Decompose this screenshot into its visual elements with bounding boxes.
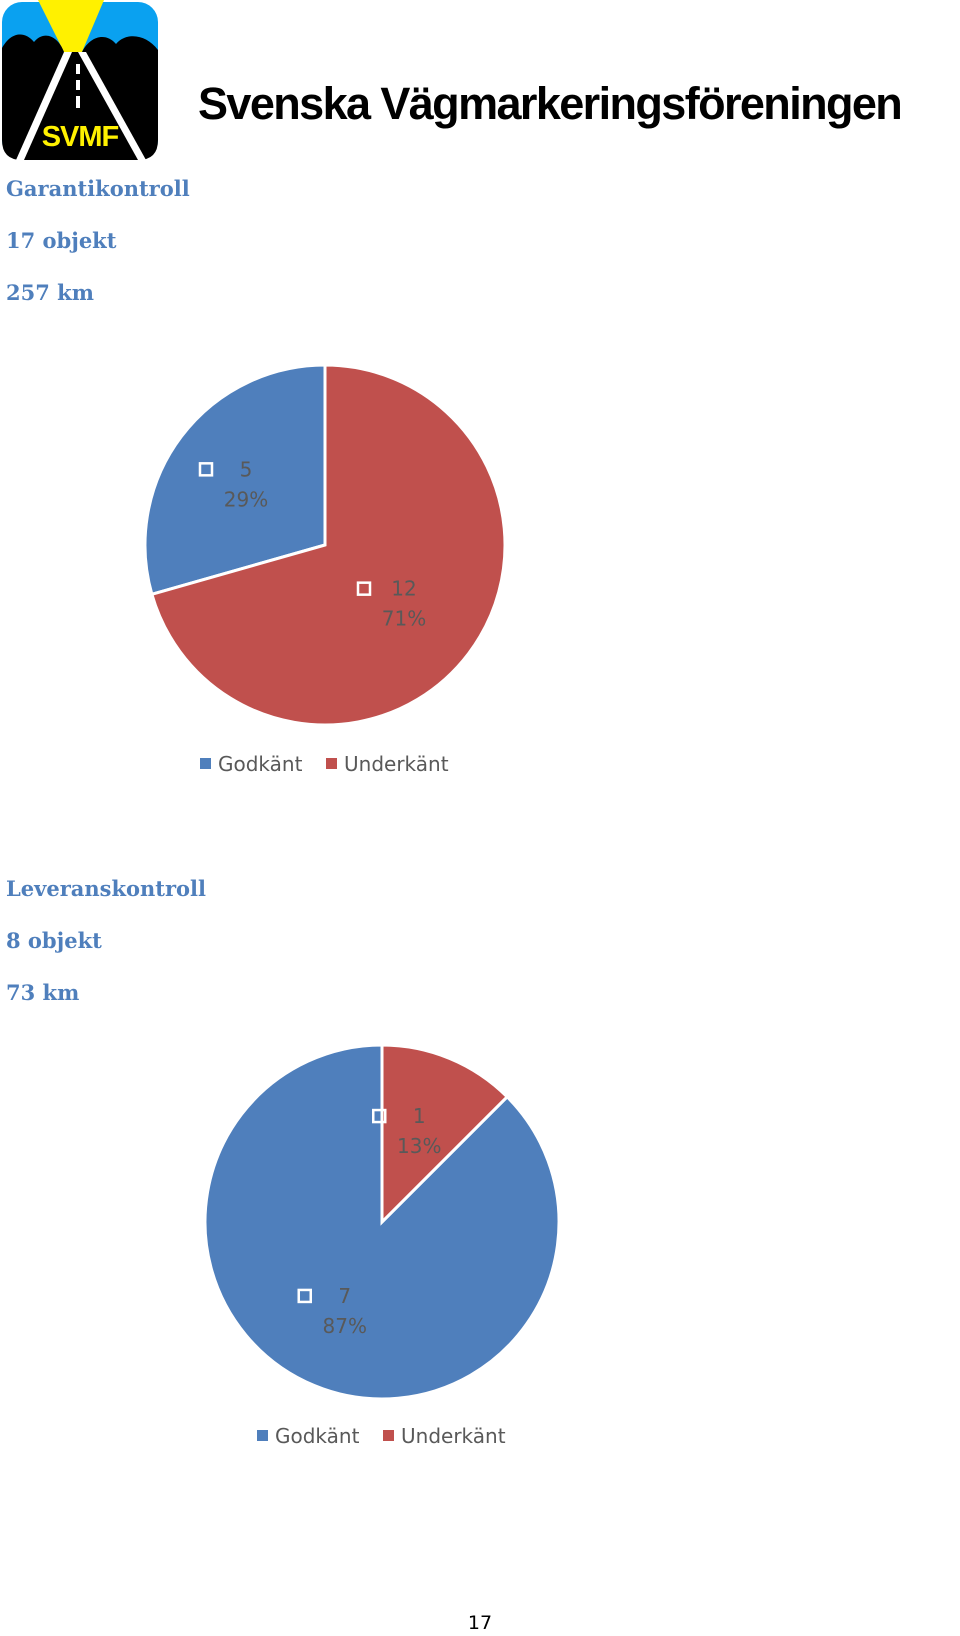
section-distance: 73 km <box>6 980 80 1005</box>
label-marker-icon <box>297 1288 312 1304</box>
page-number: 17 <box>467 1612 493 1634</box>
pie-slice-underkant <box>380 1043 510 1226</box>
organization-name: Svenska Vägmarkeringsföreningen <box>198 78 903 129</box>
pie-slice-godkant <box>143 363 327 597</box>
data-label-percent: 13% <box>397 1134 441 1158</box>
chart-legend: Godkänt Underkänt <box>200 752 449 776</box>
legend-label-godkant: Godkänt <box>218 752 303 776</box>
pie-chart-leveranskontroll: 787%113%Godkänt Underkänt <box>203 1043 561 1448</box>
data-label-percent: 29% <box>224 487 268 511</box>
logo-text: SVMF <box>42 121 119 153</box>
data-label-value: 7 <box>338 1284 351 1308</box>
section-objects-count: 8 objekt <box>6 928 102 953</box>
section-distance: 257 km <box>6 280 94 305</box>
legend-label-godkant: Godkänt <box>275 1424 360 1448</box>
data-label-godkant: 787% <box>297 1284 367 1338</box>
pie-slice-underkant <box>150 363 507 727</box>
label-marker-icon <box>356 581 372 596</box>
label-marker-icon <box>198 462 214 477</box>
section-title-garantikontroll: Garantikontroll <box>6 176 190 201</box>
data-label-godkant: 529% <box>198 457 268 511</box>
legend-label-underkant: Underkänt <box>344 752 449 776</box>
legend-label-underkant: Underkänt <box>401 1424 506 1448</box>
legend-swatch-godkant <box>257 1430 268 1441</box>
legend-swatch-underkant <box>326 758 337 769</box>
svmf-logo: SVMF <box>2 0 158 160</box>
section-title-leveranskontroll: Leveranskontroll <box>6 876 207 901</box>
label-marker-icon <box>372 1108 387 1124</box>
chart-legend: Godkänt Underkänt <box>257 1424 506 1448</box>
legend-swatch-godkant <box>200 758 211 769</box>
data-label-percent: 87% <box>323 1314 367 1338</box>
data-label-percent: 71% <box>382 607 426 631</box>
data-label-value: 12 <box>391 577 416 601</box>
legend-swatch-underkant <box>383 1430 394 1441</box>
data-label-value: 1 <box>413 1104 426 1128</box>
data-label-value: 5 <box>240 457 253 481</box>
data-label-underkant: 113% <box>372 1104 441 1158</box>
section-objects-count: 17 objekt <box>6 228 117 253</box>
